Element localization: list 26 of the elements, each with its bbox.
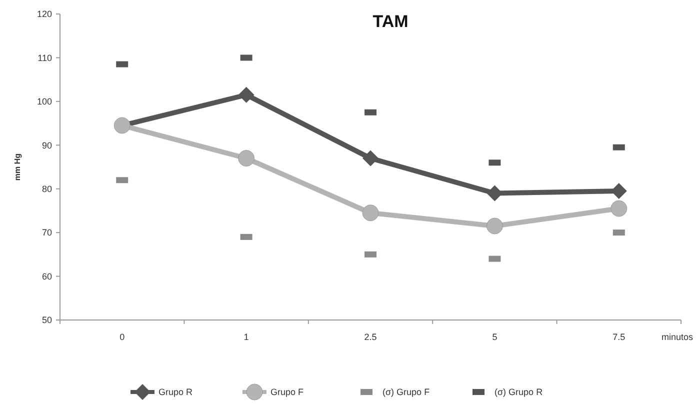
legend-label: Grupo F [270,387,304,398]
x-tick-label: 7.5 [612,332,626,342]
y-tick-label: 120 [36,9,52,20]
point [362,150,378,166]
point [610,200,628,217]
legend-label: (σ) Grupo F [382,387,430,398]
y-axis-title: mm Hg [13,153,22,181]
x-axis-title: minutos [661,332,694,342]
legend-label: (σ) Grupo R [494,387,544,398]
y-tick-label: 70 [42,228,52,238]
y-tick-label: 80 [42,184,52,194]
y-tick-label: 100 [36,96,52,107]
point [362,204,379,222]
y-tick-label: 110 [38,52,52,63]
legend-label: Grupo R [158,387,194,398]
x-tick-label: 2.5 [364,332,377,342]
point [238,86,254,103]
x-tick-label: 0 [120,332,125,342]
y-tick-label: 50 [42,315,52,326]
x-tick-label: 1 [244,332,249,342]
x-tick-label: 5 [492,332,498,342]
chart-title: TAM [372,12,408,31]
y-tick-label: 60 [42,271,52,282]
point [238,150,255,167]
y-tick-label: 90 [42,140,52,150]
point [486,218,503,234]
